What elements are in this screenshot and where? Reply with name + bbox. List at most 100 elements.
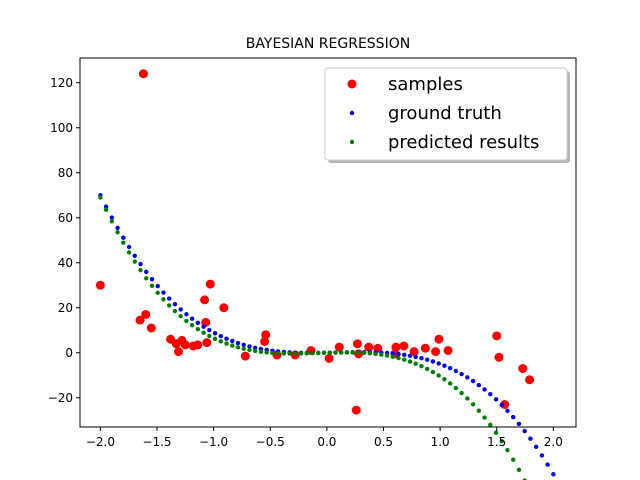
ground-truth-point xyxy=(166,296,172,301)
predicted-results-point xyxy=(144,276,149,281)
samples-point xyxy=(202,338,212,348)
predicted-results-point xyxy=(138,268,143,273)
y-tick-label: 60 xyxy=(58,211,73,225)
legend-label: predicted results xyxy=(388,132,539,153)
ground-truth-point xyxy=(126,244,132,250)
ground-truth-point xyxy=(511,414,516,420)
samples-point xyxy=(431,347,441,357)
plot-area xyxy=(95,69,556,480)
ground-truth-point xyxy=(493,397,499,402)
ground-truth-point xyxy=(184,312,189,317)
ground-truth-point xyxy=(109,215,115,220)
predicted-results-point xyxy=(201,330,206,335)
predicted-results-point xyxy=(402,357,407,362)
predicted-results-point xyxy=(132,259,137,264)
predicted-results-point xyxy=(453,385,459,391)
x-tick-label: 0.0 xyxy=(317,435,336,449)
ground-truth-point xyxy=(488,392,493,397)
x-tick-label: −1.5 xyxy=(142,435,171,449)
predicted-results-point xyxy=(344,350,350,355)
predicted-results-point xyxy=(384,353,390,358)
predicted-results-point xyxy=(212,336,218,342)
ground-truth-point xyxy=(528,436,533,441)
samples-point xyxy=(443,346,453,355)
samples-point xyxy=(95,280,105,290)
predicted-results-point xyxy=(339,350,344,355)
legend: samples ground truth predicted results xyxy=(324,67,570,163)
samples-point xyxy=(391,342,401,352)
predicted-results-point xyxy=(419,363,424,369)
predicted-results-point xyxy=(241,346,246,351)
predicted-results-point xyxy=(327,350,332,355)
samples-point xyxy=(261,330,271,340)
ground-truth-point xyxy=(505,408,510,413)
x-tick-label: 0.5 xyxy=(374,435,393,449)
predicted-results-point xyxy=(516,467,522,472)
ground-truth-point xyxy=(235,340,241,346)
ground-truth-point xyxy=(430,359,436,364)
predicted-results-point xyxy=(275,351,281,356)
predicted-results-point xyxy=(247,347,252,353)
ground-truth-point xyxy=(161,290,166,295)
predicted-results-point xyxy=(126,250,132,255)
samples-point xyxy=(260,337,270,346)
y-tick-label: 20 xyxy=(58,301,73,315)
predicted-results-point xyxy=(103,207,109,212)
ground-truth-point xyxy=(533,444,539,450)
predicted-results-point xyxy=(121,240,126,245)
predicted-results-point xyxy=(270,350,275,356)
ground-truth-point xyxy=(247,344,252,349)
ground-truth-point xyxy=(396,351,401,357)
ground-truth-point xyxy=(551,472,556,477)
samples-point xyxy=(324,353,334,363)
ground-truth-point xyxy=(115,225,120,231)
x-tick-label: −0.5 xyxy=(256,435,285,449)
predicted-results-point xyxy=(476,408,482,413)
y-tick-label: 0 xyxy=(65,346,73,360)
ground-truth-point xyxy=(149,276,155,282)
ground-truth-point xyxy=(189,316,195,321)
ground-truth-point xyxy=(155,283,160,289)
samples-point xyxy=(352,339,362,349)
predicted-results-point xyxy=(321,350,327,356)
ground-truth-point xyxy=(144,269,149,275)
ground-truth-point xyxy=(390,351,396,356)
ground-truth-point xyxy=(138,261,143,267)
predicted-results-point xyxy=(436,373,441,378)
predicted-results-point xyxy=(166,303,172,308)
samples-point xyxy=(494,352,504,362)
samples-point xyxy=(518,364,528,373)
predicted-results-point xyxy=(258,349,264,354)
ground-truth-point xyxy=(172,301,178,307)
predicted-results-point xyxy=(413,361,418,366)
x-tick-label: 1.0 xyxy=(431,435,450,449)
predicted-results-point xyxy=(172,308,178,314)
predicted-results-point xyxy=(155,290,160,296)
samples-point xyxy=(219,303,229,313)
predicted-results-point xyxy=(109,219,115,224)
predicted-results-point xyxy=(379,352,384,357)
y-tick-label: 100 xyxy=(50,121,73,135)
samples-point xyxy=(364,342,374,352)
ground-truth-point xyxy=(522,428,527,434)
samples-point xyxy=(351,405,361,415)
predicted-results-point xyxy=(430,369,436,375)
predicted-results-point xyxy=(361,350,367,356)
x-tick-label: 1.5 xyxy=(487,435,506,449)
samples-point xyxy=(138,69,148,79)
predicted-results-point xyxy=(407,359,413,364)
predicted-results-point xyxy=(235,345,241,350)
predicted-results-point xyxy=(178,313,183,319)
y-tick-label: 120 xyxy=(50,76,73,90)
legend-marker xyxy=(349,139,355,145)
ground-truth-point xyxy=(499,402,504,408)
predicted-results-point xyxy=(367,351,373,356)
predicted-results-point xyxy=(390,354,396,359)
ground-truth-point xyxy=(402,352,407,358)
ground-truth-point xyxy=(407,353,413,358)
predicted-results-point xyxy=(252,348,258,354)
y-axis: −20 0 20 40 60 80 100 120 xyxy=(48,76,80,405)
legend-marker xyxy=(347,79,357,89)
ground-truth-point xyxy=(516,421,522,427)
chart-title: BAYESIAN REGRESSION xyxy=(246,36,410,52)
